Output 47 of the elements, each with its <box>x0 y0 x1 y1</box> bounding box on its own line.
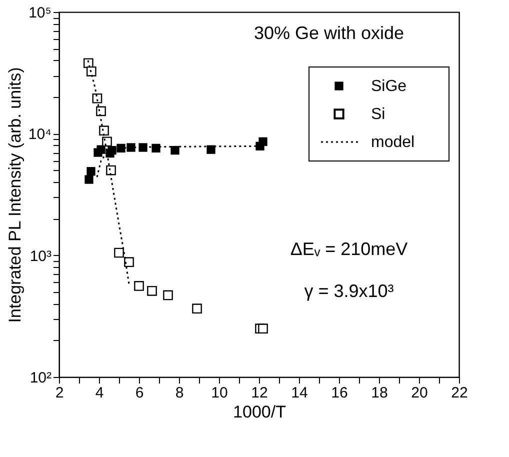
point <box>163 290 173 300</box>
point <box>124 257 134 268</box>
point <box>138 143 148 152</box>
point <box>102 136 112 147</box>
x-tick-label: 14 <box>291 384 308 402</box>
y-tick-label: 10⁴ <box>28 126 52 144</box>
point <box>192 304 202 314</box>
point <box>86 66 96 76</box>
point <box>84 175 94 184</box>
x-tick-label: 22 <box>451 384 468 402</box>
annotation: ΔEᵥ = 210meV <box>290 239 408 259</box>
point <box>86 167 96 176</box>
x-tick-label: 18 <box>371 384 388 402</box>
point <box>170 146 180 155</box>
x-tick-label: 6 <box>135 384 144 402</box>
annotation: γ = 3.9x10³ <box>304 281 394 301</box>
point <box>258 137 268 146</box>
annotation: 30% Ge with oxide <box>254 23 404 43</box>
x-tick-label: 20 <box>411 384 428 402</box>
point <box>116 144 126 152</box>
point <box>99 126 109 136</box>
point <box>147 286 157 296</box>
point <box>258 324 268 334</box>
point <box>126 143 136 152</box>
point <box>96 106 106 116</box>
legend-label: model <box>371 134 415 151</box>
x-axis-title: 1000/T <box>233 402 286 422</box>
point <box>152 144 160 152</box>
point <box>108 146 116 155</box>
y-tick-label: 10³ <box>30 248 52 265</box>
point <box>96 145 106 154</box>
legend-label: SiGe <box>371 78 407 95</box>
point <box>106 165 116 176</box>
x-tick-label: 10 <box>211 384 228 402</box>
x-tick-label: 12 <box>251 384 268 402</box>
point <box>134 281 144 291</box>
point <box>92 93 102 104</box>
x-tick-label: 16 <box>331 384 348 402</box>
point <box>206 145 216 154</box>
legend-label: Si <box>371 106 386 123</box>
x-tick-label: 2 <box>55 384 64 402</box>
y-tick-label: 10² <box>30 370 52 386</box>
y-axis-title: Integrated PL Intensity (arb. units) <box>5 67 24 323</box>
point <box>114 248 124 258</box>
x-tick-label: 4 <box>95 384 104 402</box>
y-tick-label: 10⁵ <box>28 4 52 22</box>
x-tick-label: 8 <box>175 384 184 402</box>
